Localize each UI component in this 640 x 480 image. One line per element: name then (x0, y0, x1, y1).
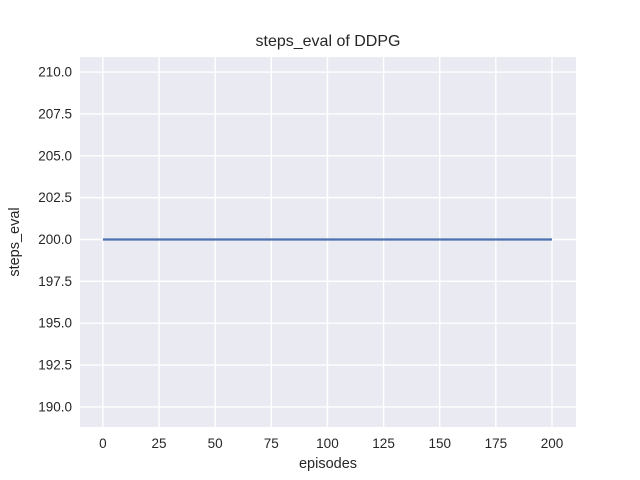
x-tick-label: 175 (485, 436, 508, 451)
x-tick-label: 150 (428, 436, 451, 451)
y-tick-label: 200.0 (38, 232, 72, 247)
x-tick-label: 50 (208, 436, 223, 451)
y-tick-label: 202.5 (38, 190, 72, 205)
y-tick-label: 192.5 (38, 358, 72, 373)
y-tick-label: 197.5 (38, 274, 72, 289)
x-tick-label: 200 (541, 436, 564, 451)
x-axis-label: episodes (298, 456, 358, 472)
x-tick-label: 125 (372, 436, 395, 451)
y-tick-label: 190.0 (38, 399, 72, 414)
x-tick-label: 75 (264, 436, 279, 451)
x-tick-label: 100 (316, 436, 339, 451)
x-tick-label: 0 (99, 436, 107, 451)
y-tick-label: 207.5 (38, 106, 72, 121)
y-tick-label: 205.0 (38, 148, 72, 163)
y-tick-label: 195.0 (38, 316, 72, 331)
chart-title: steps_eval of DDPG (255, 33, 401, 50)
y-tick-label: 210.0 (38, 65, 72, 80)
y-axis-label: steps_eval (7, 207, 23, 277)
x-tick-label: 25 (152, 436, 167, 451)
